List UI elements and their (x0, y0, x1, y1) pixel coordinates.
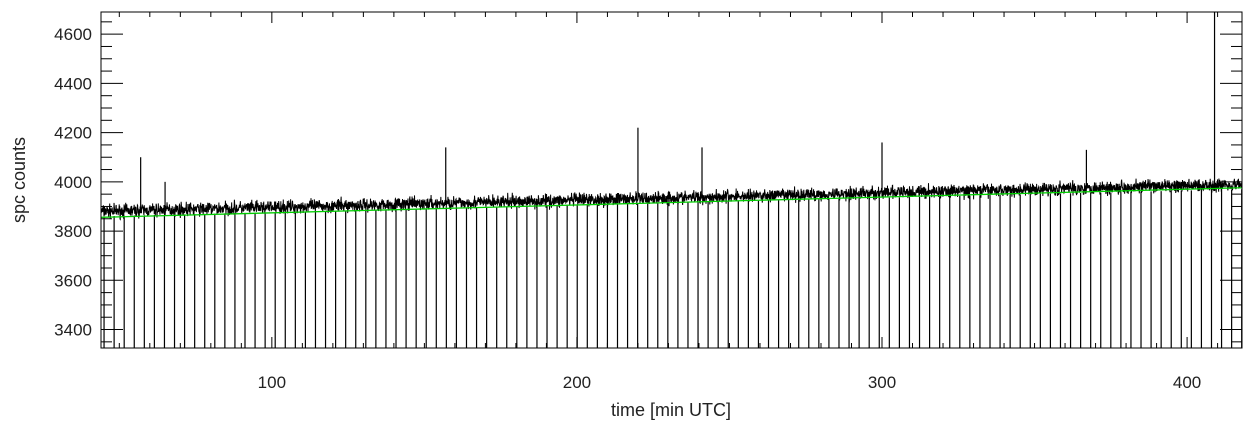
plot-frame (100, 11, 1243, 349)
x-axis-title: time [min UTC] (611, 400, 731, 420)
y-tick-label: 4600 (54, 25, 92, 44)
y-tick-label: 4200 (54, 124, 92, 143)
x-tick-label: 200 (563, 373, 591, 392)
y-minor-ticks (101, 21, 1242, 343)
y-tick-label: 3400 (54, 321, 92, 340)
y-tick-label: 4400 (54, 74, 92, 93)
trend-line (101, 187, 1242, 218)
y-tick-label: 3800 (54, 222, 92, 241)
dropout-lines (103, 189, 1242, 348)
y-major-ticks (101, 33, 1242, 331)
y-tick-label: 3600 (54, 271, 92, 290)
x-tick-label: 300 (868, 373, 896, 392)
y-tick-labels: 3400 3600 3800 4000 4200 4400 4600 (54, 25, 92, 339)
x-minor-ticks (118, 12, 1219, 348)
y-axis-title: spc counts (9, 137, 29, 223)
x-tick-label: 400 (1173, 373, 1201, 392)
signal-spikes (140, 12, 1216, 211)
x-tick-labels: 100 200 300 400 (258, 373, 1202, 392)
x-major-ticks (271, 12, 1188, 348)
x-tick-label: 100 (258, 373, 286, 392)
plot-area (101, 12, 1242, 348)
signal-trace (101, 178, 1242, 221)
y-tick-label: 4000 (54, 173, 92, 192)
